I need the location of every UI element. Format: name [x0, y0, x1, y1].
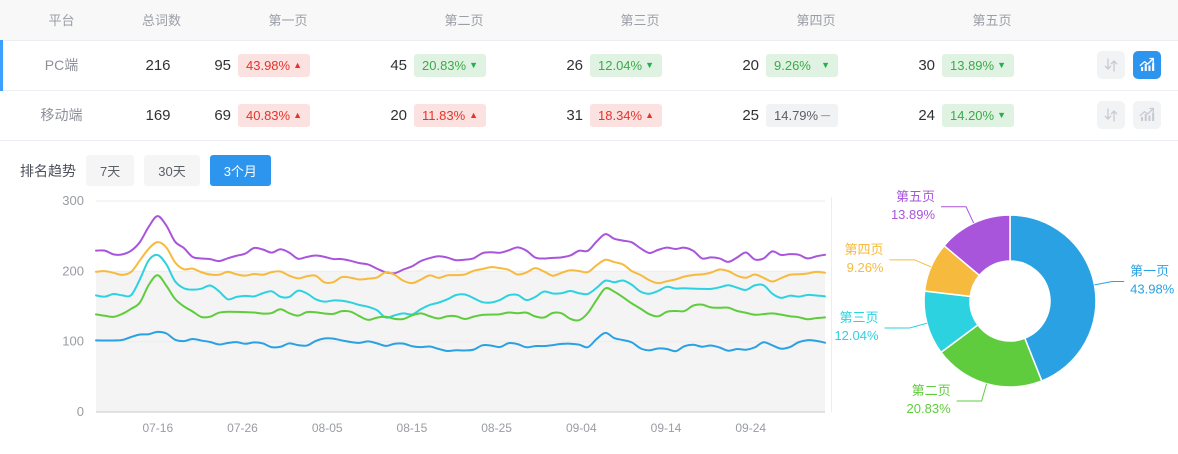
svg-text:100: 100 — [62, 334, 84, 349]
svg-text:09-04: 09-04 — [566, 421, 597, 435]
svg-text:07-16: 07-16 — [142, 421, 173, 435]
svg-text:09-14: 09-14 — [651, 421, 682, 435]
svg-text:0: 0 — [77, 404, 84, 419]
svg-text:08-15: 08-15 — [397, 421, 428, 435]
svg-text:200: 200 — [62, 263, 84, 278]
svg-text:07-26: 07-26 — [227, 421, 258, 435]
svg-text:08-25: 08-25 — [481, 421, 512, 435]
svg-text:09-24: 09-24 — [735, 421, 766, 435]
svg-text:08-05: 08-05 — [312, 421, 343, 435]
svg-text:300: 300 — [62, 193, 84, 208]
